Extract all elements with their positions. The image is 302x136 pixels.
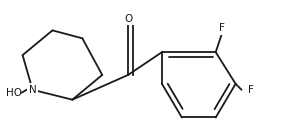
Text: HO: HO [6,88,22,98]
Text: F: F [219,23,225,33]
Text: O: O [124,13,132,24]
Text: N: N [29,85,37,95]
Text: F: F [248,85,253,95]
